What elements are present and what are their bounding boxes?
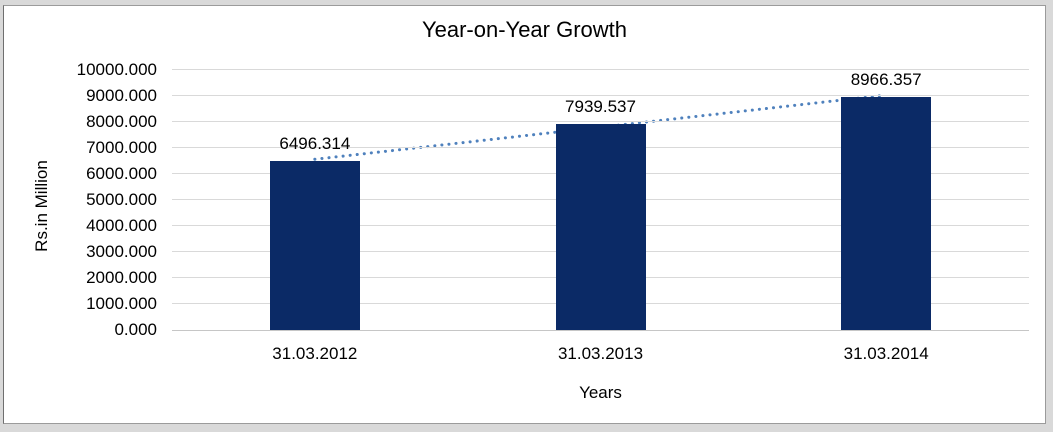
bar-31.03.2012 (269, 161, 360, 330)
y-tick-label: 6000.000 (86, 164, 157, 183)
bar-value-label: 6496.314 (279, 134, 351, 154)
bar-value-label: 8966.357 (850, 69, 922, 89)
gridline (172, 121, 1029, 122)
gridline (172, 330, 1029, 331)
x-axis-title: Years (579, 383, 622, 402)
plot-area (172, 69, 1029, 331)
y-tick-label: 9000.000 (86, 86, 157, 105)
y-tick-label: 4000.000 (86, 216, 157, 235)
gridline (172, 69, 1029, 70)
bar-31.03.2014 (841, 96, 932, 330)
chart-title: Year-on-Year Growth (421, 17, 628, 42)
y-tick-label: 2000.000 (86, 268, 157, 287)
gridline (172, 95, 1029, 96)
y-tick-label: 7000.000 (86, 138, 157, 157)
x-tick-label: 31.03.2012 (272, 344, 358, 363)
bar-value-label: 7939.537 (565, 96, 636, 116)
x-tick-label: 31.03.2013 (557, 344, 644, 363)
y-tick-label: 0.000 (114, 320, 157, 339)
y-tick-label: 8000.000 (86, 112, 157, 131)
y-tick-label: 5000.000 (86, 190, 157, 209)
chart-frame: Year-on-Year Growth Rs.in Million Years … (3, 5, 1046, 424)
y-tick-label: 3000.000 (86, 242, 157, 261)
y-tick-label: 1000.000 (86, 294, 157, 313)
bar-31.03.2013 (555, 123, 646, 330)
y-tick-label: 10000.000 (76, 60, 157, 79)
x-tick-label: 31.03.2014 (843, 344, 929, 363)
